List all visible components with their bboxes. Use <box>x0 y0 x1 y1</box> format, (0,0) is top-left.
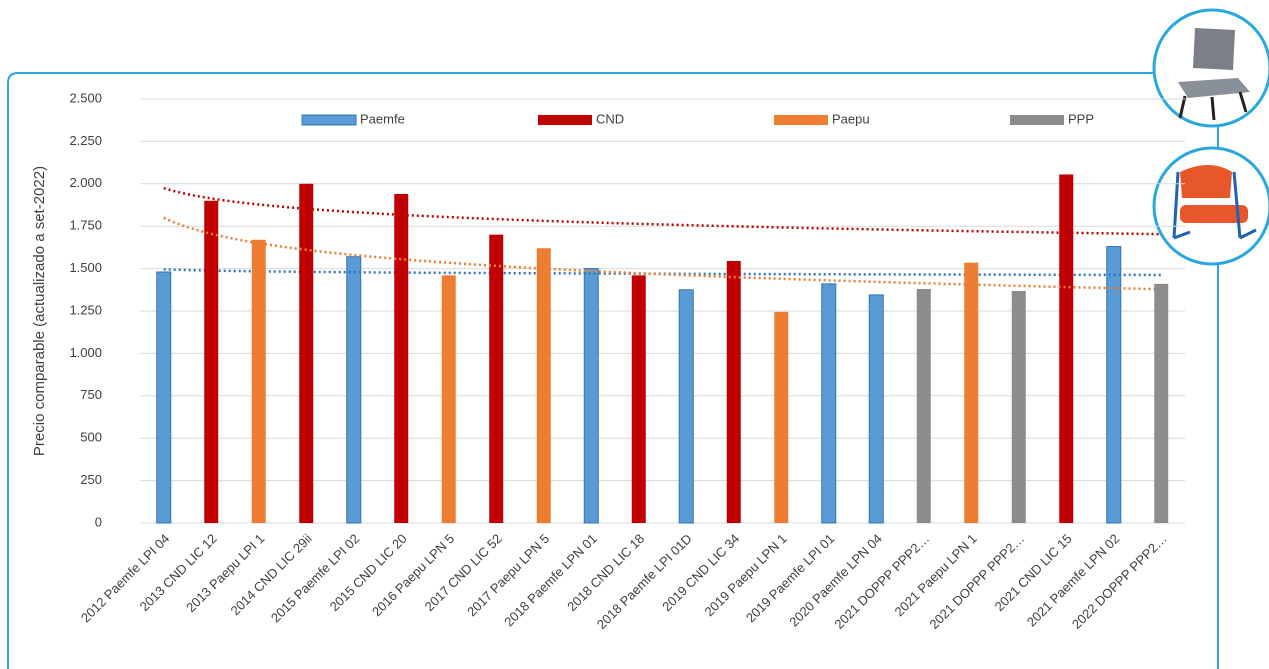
bar <box>1059 174 1074 524</box>
bar <box>441 275 456 523</box>
bar <box>774 311 789 523</box>
frame <box>7 72 1219 669</box>
bar <box>394 193 409 523</box>
x-tick-label: 2012 Paemfe LPI 04 <box>78 531 172 625</box>
x-tick-label: 2018 Paemfe LPN 01 <box>501 531 600 630</box>
bar <box>821 283 837 524</box>
legend-swatch <box>1010 115 1064 125</box>
x-tick-label: 2022 DOPPP PPP2… <box>1069 531 1170 632</box>
y-tick-label: 1.000 <box>69 345 102 360</box>
bar <box>583 268 599 524</box>
y-tick-label: 2.000 <box>69 175 102 190</box>
trendline <box>163 216 1162 291</box>
chair-icon <box>1152 146 1269 266</box>
x-tick-label: 2016 Paepu LPN 5 <box>369 531 457 619</box>
bar <box>916 288 931 523</box>
bar <box>964 262 979 523</box>
y-tick-label: 1.750 <box>69 218 102 233</box>
bar <box>536 248 551 524</box>
legend-label: CND <box>596 111 624 126</box>
bar <box>1011 290 1026 523</box>
chair-icon <box>1152 8 1269 128</box>
y-tick-label: 250 <box>80 472 102 487</box>
bar <box>631 275 646 523</box>
x-tick-label: 2021 DOPPP PPP2… <box>926 531 1027 632</box>
bar <box>204 200 219 523</box>
legend-swatch <box>301 114 357 126</box>
y-tick-label: 500 <box>80 430 102 445</box>
bar <box>726 260 741 523</box>
x-tick-label: 2015 Paemfe LPI 02 <box>268 531 362 625</box>
legend-swatch <box>774 115 828 125</box>
x-tick-label: 2020 Paemfe LPN 04 <box>786 531 885 630</box>
bar <box>678 289 694 524</box>
legend-label: Paemfe <box>360 111 405 126</box>
legend-label: PPP <box>1068 111 1094 126</box>
bar <box>489 234 504 523</box>
bar <box>868 294 884 524</box>
bar <box>346 256 362 524</box>
x-tick-label: 2019 Paepu LPN 1 <box>702 531 790 619</box>
bar <box>1154 283 1169 523</box>
y-tick-label: 750 <box>80 387 102 402</box>
x-tick-label: 2017 Paepu LPN 5 <box>464 531 552 619</box>
bar <box>251 239 266 523</box>
y-tick-label: 2.250 <box>69 133 102 148</box>
y-axis-title: Precio comparable (actualizado a set-202… <box>31 166 48 456</box>
legend-label: Paepu <box>832 111 870 126</box>
y-tick-label: 1.500 <box>69 260 102 275</box>
y-tick-label: 0 <box>95 514 102 529</box>
bar <box>156 271 172 524</box>
bar <box>1106 246 1122 524</box>
trendline <box>163 186 1162 236</box>
trendline <box>163 268 1162 277</box>
x-tick-label: 2021 Paemfe LPN 02 <box>1024 531 1123 630</box>
x-tick-label: 2018 Paemfe LPI 01D <box>594 531 695 632</box>
legend-swatch <box>538 115 592 125</box>
y-tick-label: 1.250 <box>69 302 102 317</box>
x-tick-label: 2014 CND LIC 29ii <box>228 531 315 618</box>
y-tick-label: 2.500 <box>69 90 102 105</box>
x-tick-label: 2021 Paepu LPN 1 <box>892 531 980 619</box>
bar <box>299 183 314 524</box>
x-tick-label: 2019 Paemfe LPI 01 <box>743 531 837 625</box>
x-tick-label: 2021 DOPPP PPP2… <box>831 531 932 632</box>
